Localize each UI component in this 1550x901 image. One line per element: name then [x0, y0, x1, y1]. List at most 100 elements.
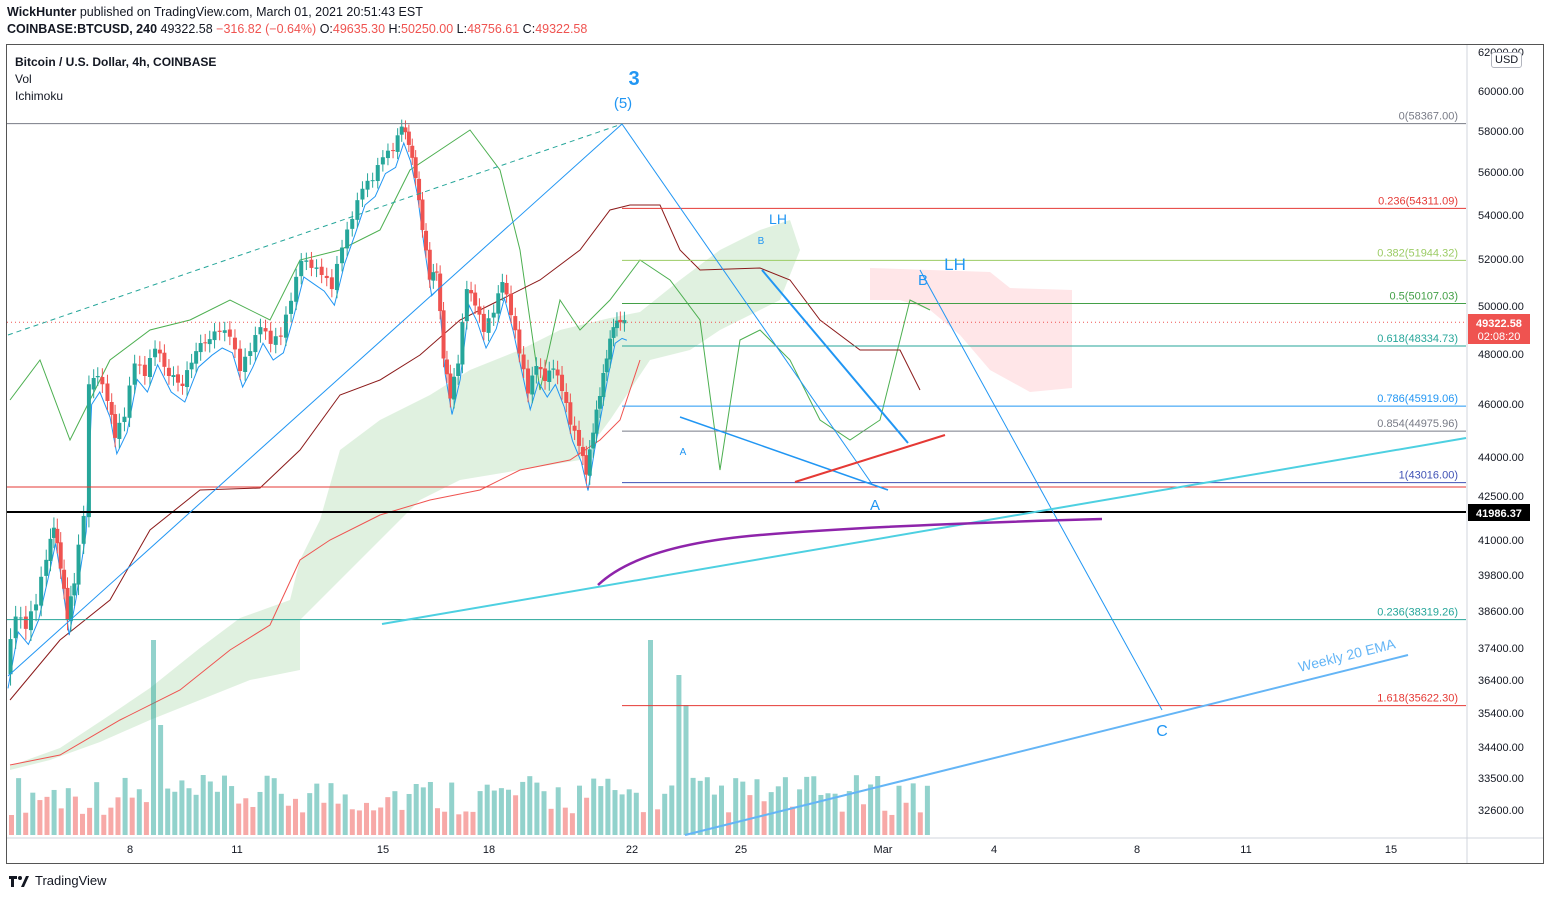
candle-body [8, 639, 13, 675]
volume-bar [612, 790, 618, 835]
volume-bar [832, 793, 838, 835]
candle-body [444, 359, 449, 375]
date-tick: 22 [626, 844, 638, 856]
volume-bar [690, 777, 696, 835]
fib-level-label: 0.382(51944.32) [1377, 247, 1458, 259]
fib-level-label: 1.618(35622.30) [1377, 693, 1458, 705]
candle-body [417, 178, 422, 201]
candle-body [438, 273, 443, 312]
candle-body [273, 336, 278, 345]
candle-body [65, 587, 70, 620]
volume-bar [491, 790, 497, 835]
volume-bar [520, 781, 526, 835]
candle-body [39, 576, 44, 606]
volume-bar [371, 810, 377, 835]
fib-level-label: 0(58367.00) [1399, 111, 1458, 123]
candle-body [62, 569, 67, 589]
volume-bar [136, 789, 142, 835]
price-tick: 46000.00 [1478, 399, 1524, 411]
candle-body [395, 135, 400, 152]
candle-body [72, 583, 77, 596]
volume-bar [314, 783, 320, 835]
wave-a-label: A [870, 497, 880, 514]
volume-bar [65, 788, 71, 835]
price-tick: 39800.00 [1478, 570, 1524, 582]
date-tick: 11 [1240, 844, 1251, 856]
legend-item-ichimoku[interactable]: Ichimoku [15, 89, 64, 103]
candle-body [555, 369, 560, 376]
ichimoku-lagging-span [9, 129, 931, 471]
volume-bar [427, 781, 433, 835]
candle-body [147, 358, 152, 377]
volume-bar [186, 788, 192, 835]
price-change: −316.82 (−0.64%) [216, 22, 317, 36]
candle-body [113, 414, 118, 438]
volume-bar [222, 775, 227, 835]
price-tick: 56000.00 [1478, 167, 1524, 179]
price-tick: 58000.00 [1478, 126, 1524, 138]
candle-body [109, 402, 114, 415]
volume-bar [80, 813, 85, 835]
volume-bar [846, 791, 852, 835]
volume-bar [129, 797, 135, 835]
candle-body [309, 259, 314, 268]
chart-frame [6, 44, 1544, 864]
channel-upper [621, 123, 873, 485]
volume-bar [697, 780, 703, 835]
volume-bar [569, 813, 575, 835]
candle-body [117, 422, 122, 439]
candle-body [572, 425, 577, 431]
tradingview-footer: TradingView [8, 873, 107, 888]
currency-badge[interactable]: USD [1491, 52, 1523, 68]
legend-item-vol[interactable]: Vol [15, 72, 32, 86]
candle-body [431, 272, 436, 281]
price-tick: 32600.00 [1478, 805, 1524, 817]
volume-bar [711, 794, 717, 835]
candle-body [289, 300, 294, 314]
candle-body [283, 314, 288, 338]
candle-body [591, 432, 596, 449]
last-price: 49322.58 [160, 22, 213, 36]
candle-body [413, 157, 418, 179]
candle-body [278, 335, 283, 337]
volume-bar [101, 814, 107, 835]
wave-label-5: (5) [614, 95, 632, 112]
date-tick: 8 [127, 844, 133, 856]
candle-body [547, 370, 552, 382]
candle-body [597, 396, 602, 409]
candle-body [513, 316, 518, 331]
volume-bar [861, 804, 866, 835]
candle-body [319, 266, 324, 275]
wave-trendline [7, 123, 623, 677]
volume-bar [470, 811, 476, 835]
candle-body [375, 165, 380, 182]
volume-bar [740, 781, 746, 835]
lower-high-label: LH [769, 211, 787, 227]
candle-body [166, 367, 171, 376]
wedge-upper [761, 269, 909, 444]
candle-body [360, 188, 365, 200]
volume-bar [818, 794, 824, 835]
candle-body [329, 277, 334, 290]
fib-level-label: 0.5(50107.03) [1390, 290, 1459, 302]
candle-body [268, 330, 273, 344]
volume-bar [924, 785, 930, 835]
volume-bar [250, 806, 256, 835]
candle-body [473, 292, 478, 306]
price-tick: 52000.00 [1478, 254, 1524, 266]
volume-bar [584, 797, 590, 835]
volume-bar [626, 789, 632, 835]
volume-bar [207, 781, 213, 835]
volume-bar [498, 788, 504, 835]
candle-body [263, 328, 268, 332]
volume-bar [683, 705, 689, 835]
fib-level-label: 0.236(38319.26) [1377, 607, 1458, 619]
volume-bar [534, 782, 540, 835]
candle-body [622, 320, 627, 324]
candle-body [157, 349, 162, 354]
candle-body [385, 150, 390, 159]
volume-bar [385, 797, 391, 835]
volume-bar [115, 797, 121, 835]
volume-bar [23, 812, 29, 835]
